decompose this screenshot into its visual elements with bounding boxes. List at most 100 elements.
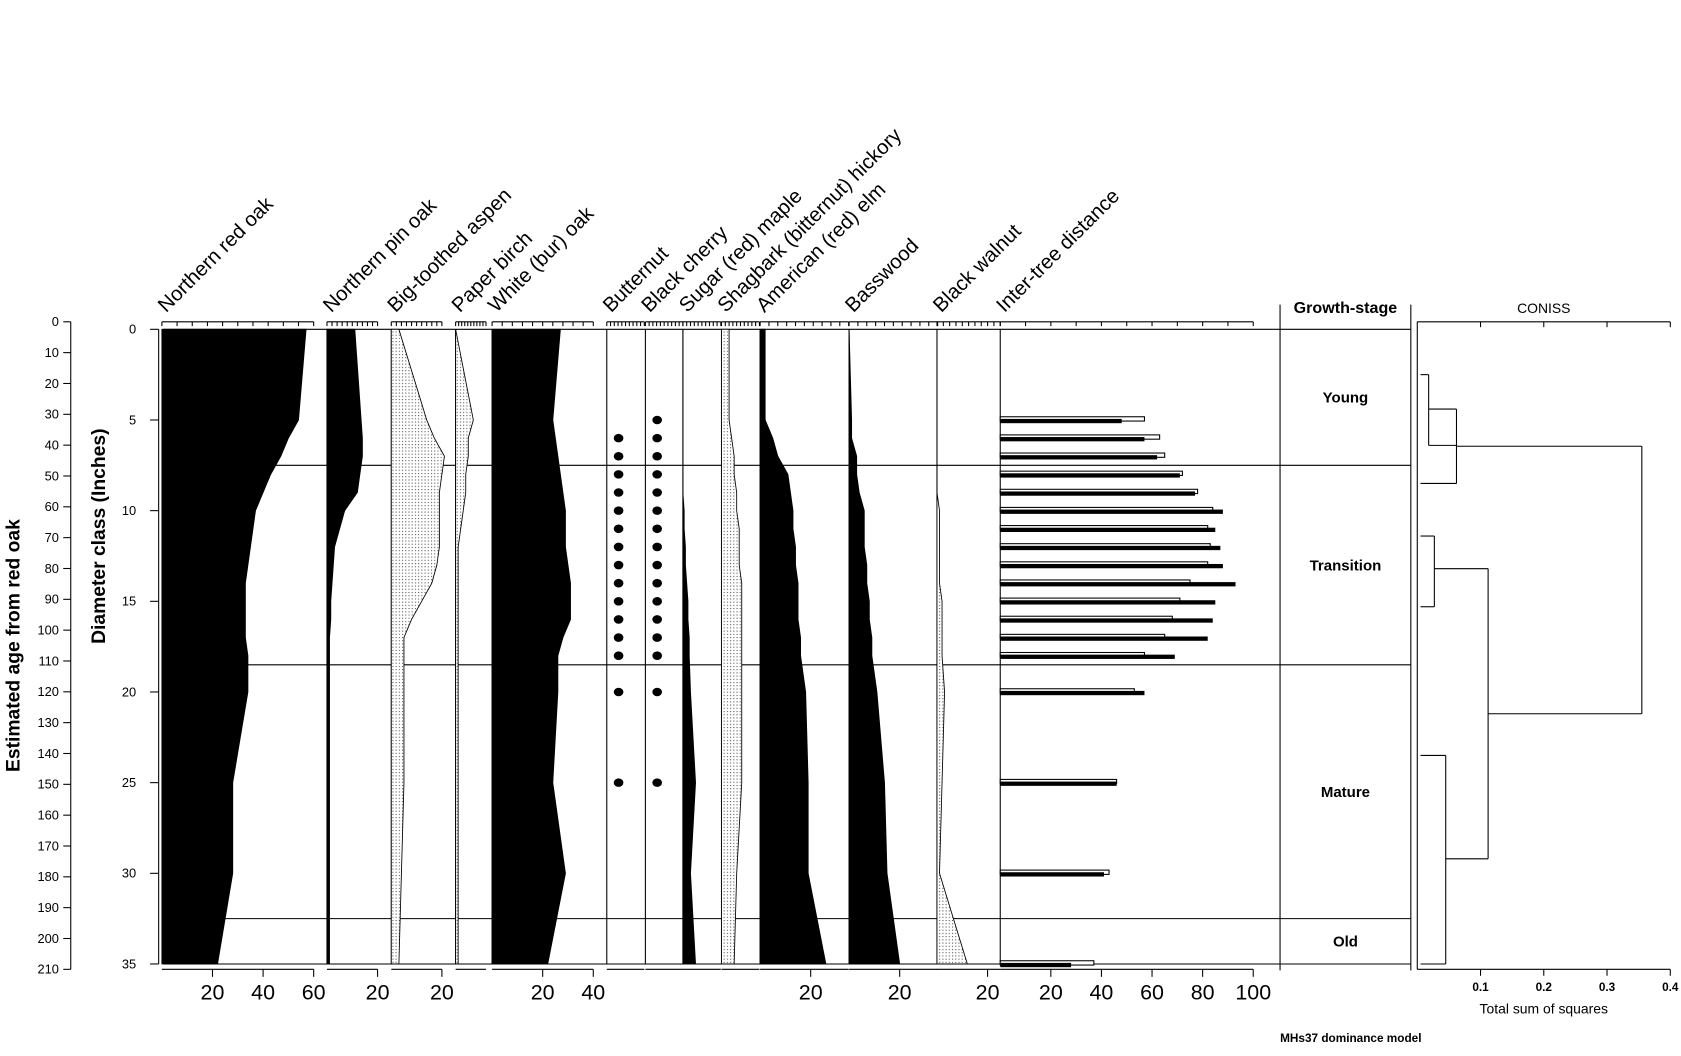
zone-label: Old: [1333, 934, 1358, 951]
bar: [1000, 491, 1196, 496]
dot: [613, 615, 624, 624]
dot: [613, 778, 624, 787]
coniss-tick-label: 0.1: [1472, 981, 1489, 994]
zone-label: Mature: [1321, 784, 1370, 801]
age-tick-label: 160: [37, 807, 58, 822]
area: [326, 328, 363, 965]
bar: [1000, 654, 1175, 659]
zone-title: Growth-stage: [1294, 299, 1398, 317]
x-tick-label: 40: [251, 980, 275, 1004]
zone-label: Transition: [1310, 557, 1382, 574]
dot: [652, 651, 663, 660]
area: [848, 329, 901, 965]
age-tick-label: 190: [37, 900, 58, 915]
diameter-axis-title: Diameter class (Inches): [89, 429, 110, 644]
age-tick-label: 60: [45, 499, 59, 514]
diameter-tick-label: 35: [122, 956, 136, 971]
dot: [613, 542, 624, 552]
dot: [613, 488, 624, 497]
dot: [652, 597, 663, 606]
bar: [1000, 962, 1072, 968]
area: [721, 328, 743, 965]
area: [936, 329, 968, 965]
diameter-tick-label: 0: [129, 322, 136, 337]
dot: [652, 415, 663, 425]
panel-title: Inter-tree distance: [993, 185, 1125, 317]
panel-title: Basswood: [841, 235, 923, 317]
dot: [613, 470, 624, 479]
x-tick-label: 20: [531, 980, 555, 1004]
bar: [1000, 690, 1145, 696]
dot: [652, 451, 663, 461]
dot: [613, 578, 624, 588]
diameter-tick-label: 30: [122, 866, 136, 881]
age-tick-label: 40: [45, 437, 59, 452]
bar: [1000, 418, 1122, 424]
dot: [613, 687, 624, 697]
age-tick-label: 20: [45, 376, 59, 391]
age-tick-label: 130: [37, 715, 58, 730]
dot: [613, 651, 624, 660]
panel-title: Northern red oak: [154, 193, 278, 317]
bar: [1000, 781, 1117, 786]
diameter-tick-label: 15: [122, 594, 136, 609]
dot: [652, 433, 663, 443]
x-tick-label: 60: [302, 980, 326, 1004]
bar: [1000, 872, 1104, 877]
diameter-tick-label: 25: [122, 775, 136, 790]
x-tick-label: 100: [1235, 980, 1271, 1004]
dot: [613, 560, 624, 570]
coniss-title: CONISS: [1517, 300, 1570, 316]
area: [759, 328, 827, 965]
area: [682, 329, 697, 965]
bar: [1000, 509, 1223, 514]
bar: [1000, 473, 1180, 478]
dot: [652, 687, 663, 697]
age-tick-label: 80: [45, 561, 59, 576]
x-tick-label: 20: [1039, 980, 1063, 1004]
x-tick-label: 40: [1090, 980, 1114, 1004]
bar: [1000, 527, 1216, 532]
age-tick-label: 140: [37, 746, 58, 761]
age-tick-label: 10: [45, 345, 59, 360]
age-tick-label: 100: [37, 622, 58, 637]
x-tick-label: 80: [1191, 980, 1215, 1004]
diameter-tick-label: 10: [122, 503, 136, 518]
dot: [652, 615, 663, 624]
diameter-tick-label: 20: [122, 684, 136, 699]
dot: [652, 488, 663, 497]
dot: [613, 633, 624, 642]
dot: [652, 542, 663, 552]
dot: [652, 578, 663, 588]
age-tick-label: 200: [37, 931, 58, 946]
dot: [652, 470, 663, 479]
area: [390, 328, 445, 965]
age-axis-title: Estimated age from red oak: [3, 519, 24, 772]
bar: [1000, 455, 1158, 460]
age-tick-label: 70: [45, 530, 59, 545]
dot: [652, 633, 663, 642]
x-tick-label: 20: [888, 980, 912, 1004]
zone-label: Young: [1323, 390, 1369, 407]
age-tick-label: 90: [45, 592, 59, 607]
age-tick-label: 210: [37, 962, 58, 977]
age-tick-label: 150: [37, 777, 58, 792]
footer: MHs37 dominance model: [1280, 1032, 1421, 1045]
dot: [613, 506, 624, 515]
age-tick-label: 0: [52, 314, 59, 329]
age-tick-label: 110: [38, 653, 59, 668]
area: [161, 328, 307, 965]
age-tick-label: 170: [37, 838, 58, 853]
panel-title: Northern pin oak: [319, 194, 442, 317]
dot: [613, 524, 624, 534]
bar: [1000, 618, 1213, 623]
dot: [613, 597, 624, 606]
bar: [1000, 600, 1216, 605]
x-tick-label: 20: [799, 980, 823, 1004]
dot: [652, 524, 663, 534]
bar: [1000, 563, 1223, 569]
dot: [652, 560, 663, 570]
coniss-tick-label: 0.3: [1599, 981, 1616, 994]
bar: [1000, 582, 1236, 587]
age-tick-label: 180: [37, 869, 58, 884]
